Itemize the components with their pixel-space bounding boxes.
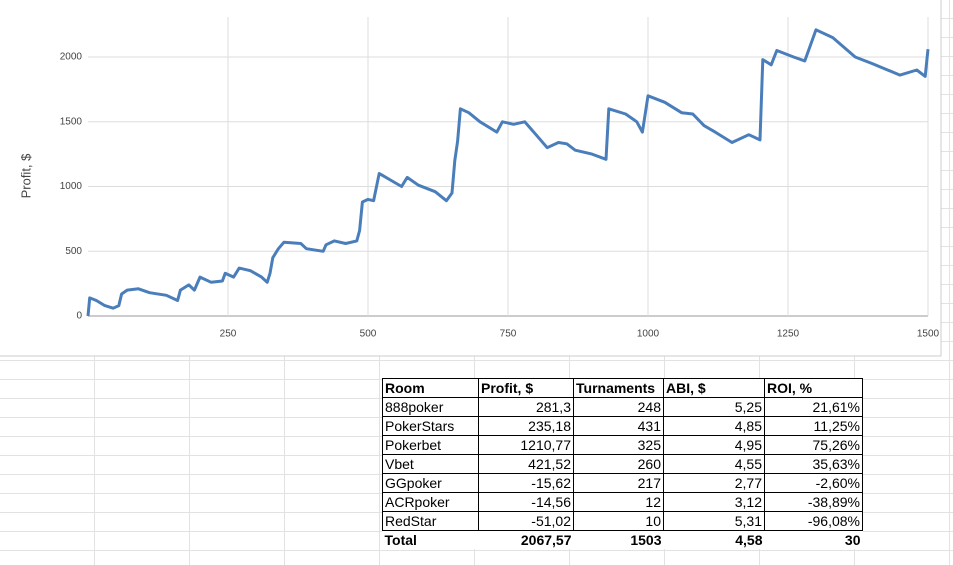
- table-cell: 431: [573, 416, 664, 436]
- x-tick-label: 250: [220, 329, 237, 340]
- table-cell: 12: [573, 492, 664, 512]
- table-cell: -2,60%: [764, 473, 863, 493]
- table-cell: -96,08%: [764, 511, 863, 531]
- table-cell: ACRpoker: [382, 492, 479, 512]
- table-cell: Pokerbet: [382, 435, 479, 455]
- table-row: Pokerbet 1210,77 325 4,95 75,26%: [382, 435, 863, 455]
- table-cell: 5,25: [663, 397, 765, 417]
- table-cell: 888poker: [382, 397, 479, 417]
- table-cell: 21,61%: [764, 397, 863, 417]
- table-cell: 3,12: [663, 492, 765, 512]
- table-total: Total 2067,57 1503 4,58 30: [383, 531, 863, 550]
- table-cell: Room: [382, 378, 479, 398]
- table-row: PokerStars 235,18 431 4,85 11,25%: [382, 416, 863, 436]
- table-row: GGpoker -15,62 217 2,77 -2,60%: [382, 473, 863, 493]
- chart: Profit, $ 0 500 1000 1500 2000 250 500 750 1000 1…: [0, 0, 942, 357]
- table-cell: GGpoker: [382, 473, 479, 493]
- x-tick-label: 1250: [777, 329, 800, 340]
- table-cell: -15,62: [478, 473, 574, 493]
- table-row: RedStar -51,02 10 5,31 -96,08%: [382, 511, 863, 531]
- table-cell: 325: [573, 435, 664, 455]
- table-cell: 1503: [630, 532, 662, 548]
- table-cell: Total: [384, 532, 417, 548]
- line-series: [86, 28, 930, 317]
- y-tick-label: 500: [65, 246, 82, 257]
- data-table: Room Profit, $ Turnaments ABI, $ ROI, % 888po…: [382, 378, 863, 549]
- table-cell: -14,56: [478, 492, 574, 512]
- table-cell: 2,77: [663, 473, 765, 493]
- y-axis-label: Profit, $: [18, 153, 33, 199]
- table-cell: 30: [844, 532, 861, 548]
- table-cell: 235,18: [478, 416, 574, 436]
- table-cell: 1210,77: [478, 435, 574, 455]
- table-cell: ABI, $: [663, 378, 765, 398]
- table-cell: 217: [573, 473, 664, 493]
- table-cell: 260: [573, 454, 664, 474]
- table-cell: 248: [573, 397, 664, 417]
- table-cell: 4,85: [663, 416, 765, 436]
- table-cell: Vbet: [382, 454, 479, 474]
- y-tick-label: 2000: [60, 52, 83, 63]
- table-cell: ROI, %: [764, 378, 863, 398]
- table-cell: -51,02: [478, 511, 574, 531]
- table-cell: 5,31: [663, 511, 765, 531]
- y-tick-label: 1500: [60, 116, 83, 127]
- table-cell: 421,52: [478, 454, 574, 474]
- table-cell: PokerStars: [382, 416, 479, 436]
- table-header: Room Profit, $ Turnaments ABI, $ ROI, %: [382, 378, 863, 398]
- y-tick-label: 0: [76, 311, 82, 322]
- table-cell: 75,26%: [764, 435, 863, 455]
- table-row: Vbet 421,52 260 4,55 35,63%: [382, 454, 863, 474]
- table-cell: 10: [573, 511, 664, 531]
- x-tick-label: 1500: [917, 329, 940, 340]
- table-row: 888poker 281,3 248 5,25 21,61%: [382, 397, 863, 417]
- x-tick-label: 750: [500, 329, 517, 340]
- x-tick-label: 500: [360, 329, 377, 340]
- table-cell: 35,63%: [764, 454, 863, 474]
- y-tick-label: 1000: [60, 181, 83, 192]
- table-cell: 4,58: [735, 532, 763, 548]
- table-cell: -38,89%: [764, 492, 863, 512]
- table-cell: Turnaments: [573, 378, 664, 398]
- table-cell: RedStar: [382, 511, 479, 531]
- table-cell: 2067,57: [520, 532, 572, 548]
- table-cell: 4,95: [663, 435, 765, 455]
- x-tick-label: 1000: [637, 329, 660, 340]
- chart-background: [0, 0, 941, 356]
- table-cell: 4,55: [663, 454, 765, 474]
- table-cell: 281,3: [478, 397, 574, 417]
- table-row: ACRpoker -14,56 12 3,12 -38,89%: [382, 492, 863, 512]
- table-cell: 11,25%: [764, 416, 863, 436]
- table-cell: Profit, $: [478, 378, 574, 398]
